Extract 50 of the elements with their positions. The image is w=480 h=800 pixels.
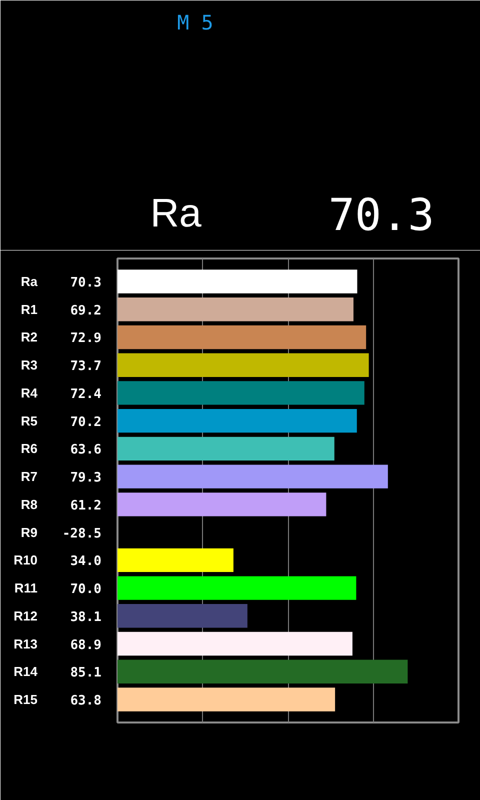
bar <box>118 464 388 488</box>
y-tick-label: R14 <box>14 664 38 680</box>
y-tick-label: R1 <box>20 302 38 317</box>
y-tick-label: R7 <box>20 469 38 484</box>
y-tick-label: R13 <box>14 636 38 652</box>
bar <box>118 492 326 516</box>
data-label: 63.8 <box>70 694 102 709</box>
text: 70.3 <box>328 190 434 241</box>
bar <box>118 660 408 684</box>
y-tick-label: R10 <box>14 552 38 568</box>
text: M 5 <box>177 10 214 34</box>
data-label: 70.3 <box>70 275 102 290</box>
y-tick-label: R15 <box>14 692 38 708</box>
bar <box>118 353 369 377</box>
y-tick-label: R5 <box>20 413 38 428</box>
data-label: 34.0 <box>70 554 102 570</box>
y-tick-label: R4 <box>20 385 38 400</box>
data-label: 79.3 <box>70 470 102 486</box>
data-label: 38.1 <box>70 610 102 625</box>
bar <box>118 688 336 712</box>
bar <box>118 576 356 600</box>
bar <box>118 381 364 405</box>
text: -28.5 <box>62 526 102 542</box>
y-tick-label: R3 <box>20 358 38 373</box>
bar <box>118 270 358 294</box>
y-tick-label: Ra <box>20 274 38 289</box>
y-tick-label: R12 <box>14 608 38 624</box>
data-label: 61.2 <box>70 498 102 514</box>
data-label: 63.6 <box>70 442 102 458</box>
data-label: 70.0 <box>70 582 102 598</box>
data-label: 70.2 <box>70 414 102 430</box>
data-label: 68.9 <box>70 638 102 653</box>
bar <box>118 548 234 572</box>
y-tick-label: R11 <box>14 580 38 596</box>
data-label: 85.1 <box>70 666 102 681</box>
bar <box>118 436 334 461</box>
bar <box>118 325 366 350</box>
data-label: 69.2 <box>70 303 102 318</box>
data-label: 72.4 <box>70 386 102 402</box>
y-tick-label: R8 <box>20 496 38 512</box>
y-tick-label: R6 <box>20 441 38 456</box>
bar <box>118 632 352 656</box>
y-tick-label: R2 <box>20 330 38 345</box>
bar <box>118 298 354 322</box>
bar <box>118 408 357 433</box>
text: Ra <box>150 192 202 236</box>
bar <box>118 604 248 628</box>
y-tick-label: R9 <box>20 524 38 540</box>
data-label: 73.7 <box>70 359 102 374</box>
data-label: 72.9 <box>70 331 102 346</box>
